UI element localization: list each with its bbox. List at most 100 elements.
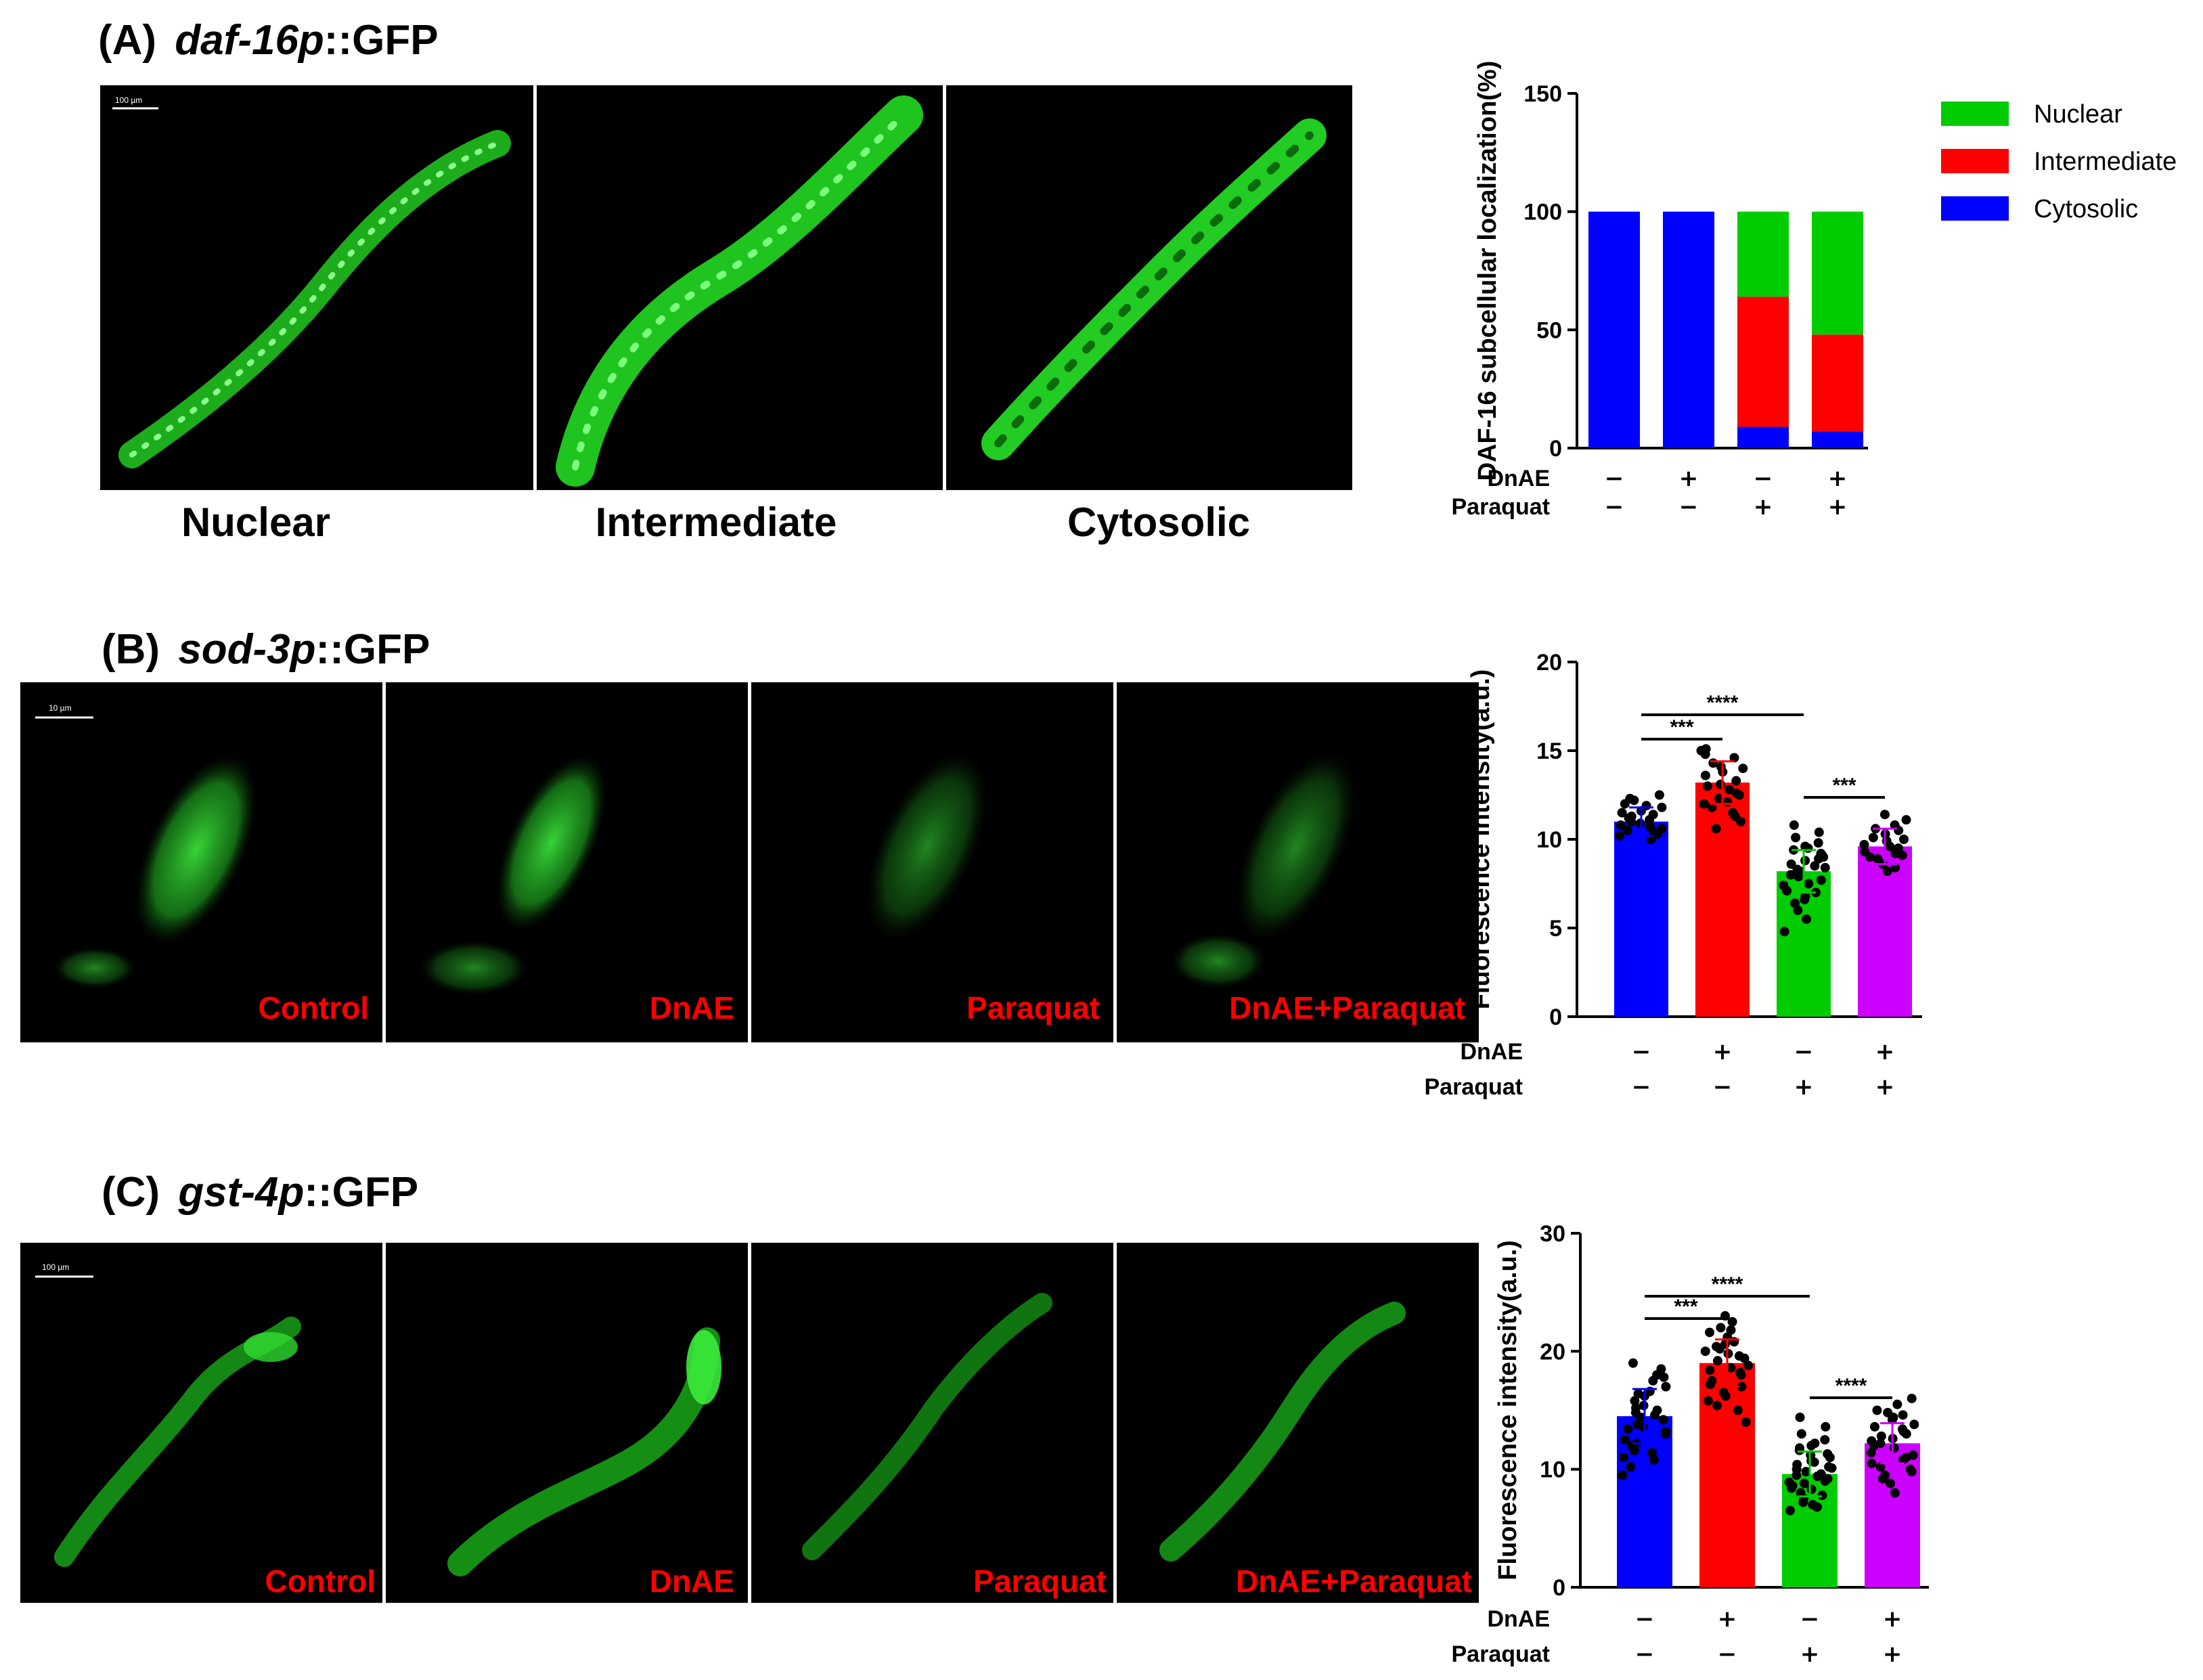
data-point (1707, 802, 1717, 812)
panel-b-title: (B) sod-3p::GFP (102, 626, 430, 673)
data-point (1623, 1424, 1633, 1434)
data-point (1898, 1426, 1909, 1436)
data-point (1907, 1394, 1917, 1404)
paraquat-sign: − (1713, 1074, 1733, 1101)
data-point (1800, 1478, 1810, 1488)
data-point (1699, 799, 1709, 809)
data-point (1658, 1415, 1668, 1425)
panel-a-title: (A) daf-16p::GFP (98, 17, 439, 64)
data-point (1720, 1391, 1731, 1401)
data-point (1630, 1396, 1640, 1406)
data-point (1879, 810, 1890, 820)
data-point (1661, 1381, 1671, 1392)
micrograph-c-dnae-paraquat: DnAE+Paraquat (1117, 1243, 1479, 1603)
paraquat-sign: − (1679, 493, 1699, 521)
data-point (1859, 839, 1869, 849)
data-point (1786, 1483, 1796, 1493)
data-point (1876, 1431, 1886, 1441)
y-tick-label: 0 (1549, 436, 1562, 462)
data-point (1716, 779, 1726, 789)
label-paraquat: Paraquat (973, 1564, 1107, 1599)
bar-segment-cytosolic (1663, 211, 1714, 448)
data-point (1886, 1478, 1896, 1488)
data-point (1731, 776, 1741, 786)
data-point (1743, 1361, 1754, 1371)
bar-segment-cytosolic (1737, 426, 1789, 448)
paraquat-sign: + (1754, 493, 1773, 521)
paraquat-sign: − (1635, 1641, 1655, 1668)
micrograph-c-control: 100 µm Control (20, 1243, 382, 1603)
micrograph-cytosolic (946, 85, 1352, 490)
data-point (1877, 1474, 1888, 1484)
paraquat-sign: − (1718, 1641, 1737, 1668)
data-point (1796, 1429, 1806, 1439)
y-tick-label: 50 (1536, 317, 1562, 343)
data-point (1617, 808, 1627, 818)
data-point (1618, 1453, 1628, 1463)
dnae-sign: − (1635, 1606, 1655, 1633)
significance-label: *** (1832, 774, 1856, 797)
panel-b-letter: (B) (102, 626, 160, 673)
data-point (1898, 1410, 1908, 1420)
data-point (1792, 864, 1802, 875)
y-tick-label: 5 (1549, 916, 1562, 942)
y-tick-label: 100 (1523, 200, 1562, 225)
data-point (1633, 1389, 1643, 1399)
data-point (1869, 1440, 1879, 1451)
data-point (1648, 810, 1658, 820)
data-point (1816, 875, 1826, 885)
bar-segment-intermediate (1812, 334, 1863, 432)
y-tick-label: 20 (1540, 1339, 1565, 1365)
data-point (1795, 1412, 1805, 1422)
data-point (1712, 1400, 1722, 1411)
svg-text:(A) daf-16p::GFP: (A) daf-16p::GFP (98, 17, 439, 64)
data-point (1716, 761, 1726, 772)
caption-cytosolic: Cytosolic (1067, 500, 1250, 545)
data-point (1804, 879, 1814, 889)
data-point (1791, 833, 1801, 843)
data-point (1898, 1455, 1908, 1465)
data-point (1659, 1372, 1669, 1382)
data-point (1793, 905, 1803, 915)
micrograph-c-paraquat: Paraquat (751, 1243, 1113, 1603)
y-axis-label: Fluorescence intensity(a.u.) (1467, 669, 1495, 1010)
dnae-sign: − (1605, 465, 1624, 492)
data-point (1734, 790, 1744, 800)
label-control: Control (258, 990, 369, 1025)
paraquat-sign: + (1828, 493, 1848, 521)
data-point (1888, 1412, 1898, 1422)
data-point (1890, 820, 1900, 831)
data-point (1814, 854, 1824, 864)
data-point (1626, 1462, 1636, 1472)
panel-a-letter: (A) (98, 17, 156, 64)
data-point (1898, 835, 1909, 844)
data-point (1711, 824, 1721, 834)
data-point (1803, 843, 1813, 854)
data-point (1823, 1449, 1833, 1459)
bar-segment-nuclear (1812, 211, 1863, 335)
label-control: Control (265, 1564, 376, 1599)
data-point (1661, 1426, 1671, 1436)
data-point (1779, 881, 1789, 891)
legend-label: Cytosolic (2034, 195, 2138, 223)
panel-b-suffix: ::GFP (316, 626, 430, 673)
dnae-sign: − (1632, 1038, 1651, 1065)
data-point (1641, 801, 1651, 811)
caption-nuclear: Nuclear (181, 500, 330, 545)
y-tick-label: 30 (1540, 1221, 1565, 1247)
data-point (1616, 820, 1626, 831)
data-point (1620, 1435, 1630, 1445)
scale-bar-label: 10 µm (49, 703, 72, 713)
data-point (1785, 1505, 1795, 1516)
data-point (1809, 1457, 1819, 1467)
data-point (1741, 1417, 1751, 1427)
data-point (1869, 1421, 1879, 1432)
data-point (1716, 1323, 1726, 1333)
data-point (1812, 1502, 1822, 1512)
data-point (1812, 1472, 1823, 1482)
data-point (1890, 862, 1900, 872)
dnae-sign: − (1800, 1606, 1820, 1633)
dnae-sign: + (1718, 1606, 1737, 1633)
paraquat-sign: + (1800, 1641, 1820, 1668)
data-point (1801, 1467, 1811, 1477)
